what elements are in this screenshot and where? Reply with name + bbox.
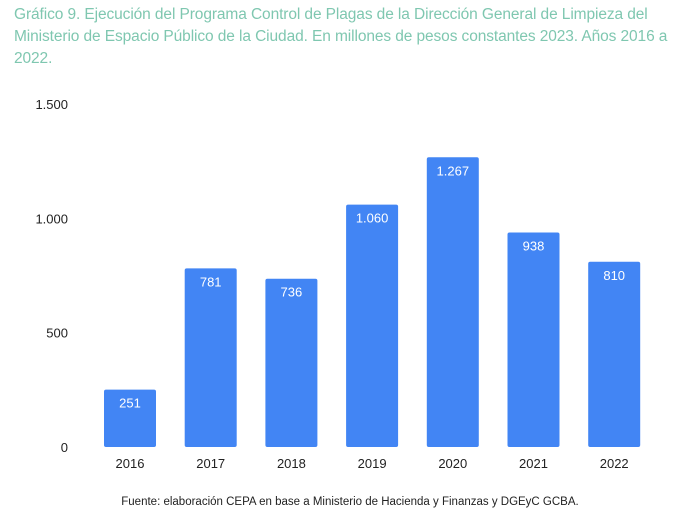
x-tick-label: 2021 bbox=[519, 456, 548, 471]
y-tick-label: 0 bbox=[61, 440, 68, 455]
y-tick-label: 1.000 bbox=[35, 211, 68, 226]
y-tick-label: 500 bbox=[46, 326, 68, 341]
y-axis: 0 500 1.000 1.500 bbox=[35, 97, 68, 455]
bar-2021 bbox=[507, 232, 560, 447]
y-tick-label: 1.500 bbox=[35, 97, 68, 112]
data-label: 810 bbox=[603, 268, 625, 283]
x-tick-label: 2018 bbox=[277, 456, 306, 471]
bar-2016 bbox=[104, 389, 156, 447]
x-tick-label: 2017 bbox=[196, 456, 225, 471]
bar-2018 bbox=[265, 278, 318, 447]
data-label: 1.267 bbox=[437, 163, 470, 178]
x-tick-label: 2016 bbox=[116, 456, 145, 471]
data-label: 736 bbox=[281, 285, 303, 300]
x-axis: 2016 2017 2018 2019 2020 2021 2022 bbox=[116, 456, 629, 471]
x-tick-label: 2019 bbox=[358, 456, 387, 471]
data-label: 251 bbox=[119, 396, 141, 411]
source-note: Fuente: elaboración CEPA en base a Minis… bbox=[121, 496, 579, 508]
data-label: 938 bbox=[523, 239, 545, 254]
bar-2019 bbox=[346, 204, 399, 447]
data-label: 781 bbox=[200, 274, 222, 289]
bar-2022 bbox=[588, 261, 641, 447]
chart-title: Gráfico 9. Ejecución del Programa Contro… bbox=[14, 6, 668, 67]
x-tick-label: 2022 bbox=[600, 456, 629, 471]
x-tick-label: 2020 bbox=[438, 456, 467, 471]
bar-2017 bbox=[184, 268, 237, 447]
bars: 251 781 736 1.060 1.267 938 810 bbox=[104, 157, 641, 447]
data-label: 1.060 bbox=[356, 211, 389, 226]
bar-2020 bbox=[426, 157, 479, 447]
